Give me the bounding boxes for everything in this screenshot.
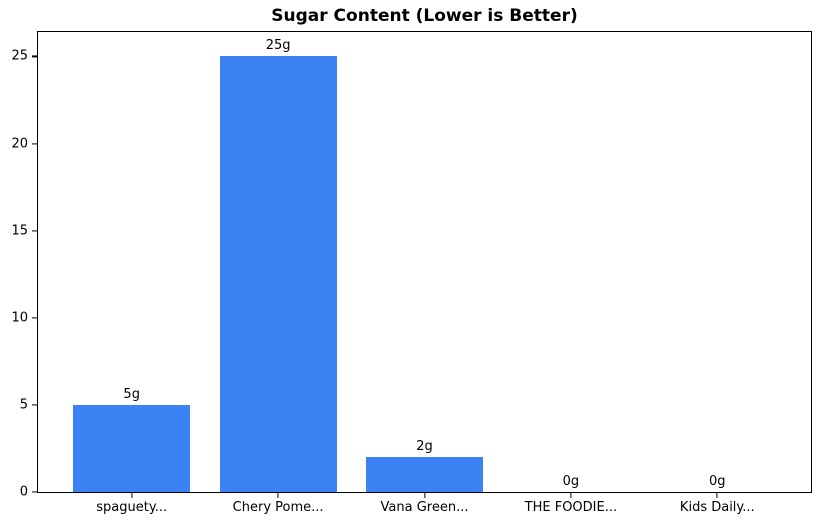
y-tick-label-5: 25: [11, 48, 28, 64]
y-tick-label-2: 10: [11, 310, 28, 326]
y-tick-label-1: 5: [19, 397, 28, 413]
x-tick-mark-3: [570, 493, 572, 498]
y-tick-mark-4: [32, 142, 37, 145]
y-tick-mark-0: [32, 491, 37, 493]
bar-1: [219, 56, 337, 492]
x-tick-label-1: Chery Pome...: [232, 500, 324, 515]
x-tick-mark-4: [716, 493, 718, 498]
y-tick-mark-2: [32, 317, 37, 319]
x-tick-mark-1: [277, 493, 279, 498]
plot-area: 5g 25g 2g 0g 0g 0 5 10 15 20 25 spaguety... Chery …: [11, 31, 812, 514]
x-tick-label-2: Vana Green...: [380, 500, 469, 515]
y-tick-label-0: 0: [19, 484, 28, 500]
chart-title: Sugar Content (Lower is Better): [271, 6, 578, 26]
y-tick-mark-5: [32, 55, 37, 57]
y-tick-mark-3: [32, 230, 37, 232]
x-tick-mark-0: [131, 493, 133, 498]
bar-value-label-2: 2g: [416, 439, 433, 455]
bar-value-label-4: 0g: [709, 474, 726, 489]
x-tick-label-3: THE FOODIE...: [524, 500, 618, 515]
y-tick-label-4: 20: [11, 136, 28, 151]
y-tick-label-3: 15: [11, 223, 28, 239]
x-tick-label-4: Kids Daily...: [679, 500, 755, 515]
x-tick-label-0: spaguety...: [96, 500, 168, 515]
bar-value-label-1: 25g: [265, 38, 291, 54]
y-tick-mark-1: [32, 404, 37, 406]
bar-2: [365, 457, 484, 492]
bar-value-label-0: 5g: [123, 386, 140, 402]
x-tick-mark-2: [423, 493, 426, 498]
bar-value-label-3: 0g: [562, 474, 580, 489]
bar-0: [73, 404, 191, 492]
